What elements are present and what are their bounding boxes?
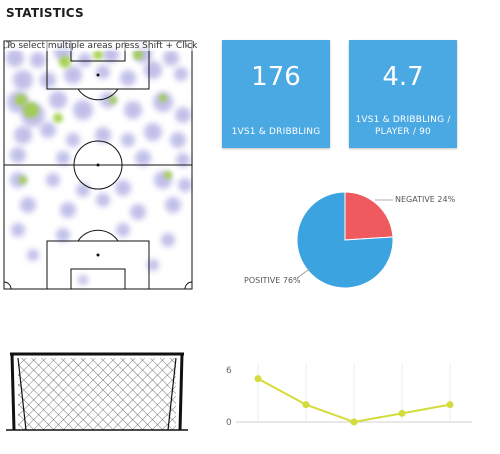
heat-blob [11,223,25,237]
line-point [398,409,406,417]
heat-blob [56,151,70,165]
goal-icon [6,352,188,431]
heat-blob [40,72,56,88]
y-tick-label: 6 [226,366,232,376]
center-spot [96,163,100,167]
pitch-hint: To select multiple areas press Shift + C… [5,41,199,51]
heat-hotspot [109,96,117,104]
stat-label: 1VS1 & DRIBBLING / PLAYER / 90 [355,115,451,137]
heat-blob [165,197,181,213]
bottom-goal-area [70,268,126,290]
heat-blob [178,178,192,192]
heat-blob [76,183,90,197]
heatmap-pitch[interactable] [3,40,193,290]
heat-blob [130,204,146,220]
corner-arc [184,281,193,290]
heat-hotspot [23,102,39,118]
heat-blob [147,259,159,271]
heat-blob [124,101,142,119]
heat-blob [10,172,26,188]
heat-blob [96,65,110,79]
heat-blob [175,107,191,123]
pie-slice [344,191,394,241]
heat-blob [40,122,56,138]
heat-blob [163,50,179,66]
heat-blob [66,133,80,147]
heat-blob [20,197,36,213]
line-point [446,401,454,409]
heat-blob [135,150,151,166]
heat-blob [73,100,93,120]
line-point [350,418,358,426]
heat-hotspot [19,176,27,184]
center-circle [73,140,123,190]
stat-card-total: 176 1VS1 & DRIBBLING [222,40,330,148]
heat-hotspot [159,94,167,102]
heat-blob [121,133,135,147]
pie-label-positive: POSITIVE 76% [244,276,301,285]
heat-blob [60,202,76,218]
penalty-spot [96,73,100,77]
heat-hotspot [15,94,27,106]
heat-blob [144,61,162,79]
heat-hotspot [59,56,71,68]
heat-blob [10,147,26,163]
heat-blob [115,180,131,196]
heat-blob [161,233,175,247]
heat-blob [176,153,190,167]
stat-value: 176 [251,62,301,92]
heat-blob [13,70,33,90]
pie-slice [296,191,394,288]
heat-blob [46,173,60,187]
pitch-svg[interactable] [3,40,193,290]
heat-blob [27,249,39,261]
heat-hotspot [53,113,63,123]
heat-blob [170,132,186,148]
stat-value: 4.7 [382,62,424,92]
page-title: STATISTICS [6,6,84,20]
heat-blob [64,66,82,84]
heat-blob [174,67,188,81]
heat-hotspot [164,171,172,179]
stat-card-per90: 4.7 1VS1 & DRIBBLING / PLAYER / 90 [349,40,457,148]
penalty-spot [96,253,100,257]
heat-blob [96,193,110,207]
heat-blob [30,52,46,68]
corner-arc [3,281,12,290]
line-point [302,401,310,409]
y-tick-label: 0 [226,418,232,428]
heat-blob [120,70,136,86]
heat-blob [14,126,32,144]
bottom-penalty-arc [77,229,119,242]
heat-blob [56,228,70,242]
heat-hotspot [93,50,103,60]
top-penalty-arc [77,88,119,101]
heat-blob [95,127,111,143]
heat-layer [6,43,192,285]
heat-blob [144,123,162,141]
pitch-spots [96,73,100,257]
line-point [254,375,262,383]
heat-blob [78,53,92,67]
heat-blob [116,223,130,237]
heat-blob [103,47,119,63]
pie-chart [296,191,394,288]
heat-hotspot [133,50,143,60]
line-chart: 60 [226,364,472,428]
heat-blob [6,49,24,67]
stat-label: 1VS1 & DRIBBLING [231,127,321,137]
heat-blob [49,91,67,109]
pie-label-negative: NEGATIVE 24% [395,195,456,204]
heat-blob [78,275,88,285]
